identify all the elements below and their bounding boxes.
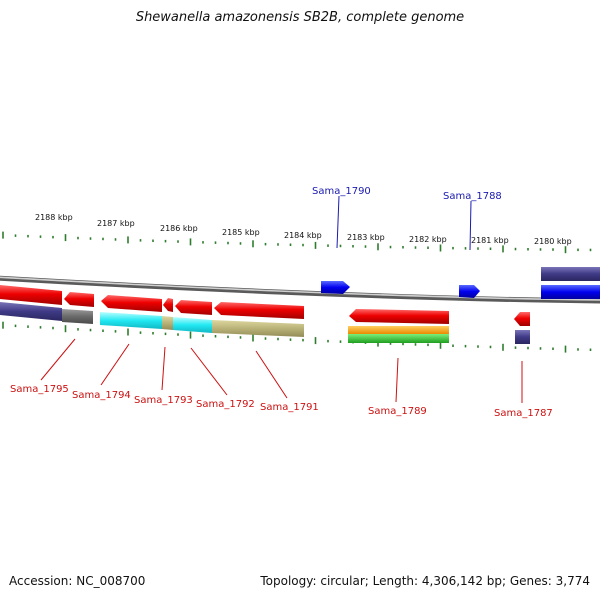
- accession-text: Accession: NC_008700: [9, 574, 146, 588]
- scale-label-2185: 2185 kbp: [222, 228, 260, 237]
- feature-navy-1787[interactable]: [515, 330, 530, 344]
- gene-label-sama-1793[interactable]: Sama_1793: [134, 395, 193, 406]
- reverse-gene-labels: Sama_1795 Sama_1794 Sama_1793 Sama_1792 …: [10, 384, 553, 419]
- gene-sama-1788-arrow[interactable]: [459, 285, 480, 298]
- gene-sama-1793-arrow[interactable]: [163, 298, 173, 312]
- scale-label-2181: 2181 kbp: [471, 236, 509, 245]
- forward-strand-features: [321, 267, 600, 299]
- gene-label-sama-1789[interactable]: Sama_1789: [368, 406, 427, 417]
- scale-label-2182: 2182 kbp: [409, 235, 447, 244]
- scale-labels: 2188 kbp 2187 kbp 2186 kbp 2185 kbp 2184…: [35, 213, 572, 246]
- scale-label-2183: 2183 kbp: [347, 233, 385, 242]
- feature-cyan-1794[interactable]: [100, 312, 162, 329]
- gene-sama-1792-arrow[interactable]: [175, 300, 212, 315]
- gene-sama-1795-arrow[interactable]: [0, 285, 62, 305]
- feature-orange-1789[interactable]: [348, 326, 449, 334]
- scale-label-2186: 2186 kbp: [160, 224, 198, 233]
- gene-label-sama-1787[interactable]: Sama_1787: [494, 408, 553, 419]
- feature-green-1789[interactable]: [348, 334, 449, 343]
- reverse-strand-features: [0, 285, 530, 344]
- gene-label-sama-1791[interactable]: Sama_1791: [260, 402, 319, 413]
- gene-label-sama-1792[interactable]: Sama_1792: [196, 399, 255, 410]
- scale-label-2188: 2188 kbp: [35, 213, 73, 222]
- gene-sama-1794-arrow[interactable]: [101, 295, 162, 312]
- gene-sama-1789-arrow[interactable]: [349, 309, 449, 324]
- gene-label-sama-1795[interactable]: Sama_1795: [10, 384, 69, 395]
- feature-navy-top-right[interactable]: [541, 267, 600, 281]
- gene-sama-1795-arrow-2[interactable]: [64, 292, 94, 307]
- scale-label-2180: 2180 kbp: [534, 237, 572, 246]
- gene-label-sama-1794[interactable]: Sama_1794: [72, 390, 131, 401]
- feature-gray-left[interactable]: [62, 309, 93, 324]
- gene-label-sama-1790[interactable]: Sama_1790: [312, 186, 371, 197]
- gene-label-sama-1788[interactable]: Sama_1788: [443, 191, 502, 202]
- map-title: Shewanella amazonensis SB2B, complete ge…: [135, 10, 465, 25]
- gene-sama-1791-arrow[interactable]: [214, 302, 304, 319]
- gene-sama-1790-arrow[interactable]: [321, 281, 350, 294]
- feature-cyan-1792[interactable]: [173, 317, 212, 333]
- feature-navy-left[interactable]: [0, 302, 62, 321]
- feature-blue-top-right[interactable]: [541, 285, 600, 299]
- gene-sama-1787-arrow[interactable]: [514, 312, 530, 326]
- inner-tick-ring: [2, 321, 592, 353]
- genome-backbone-highlight: [0, 276, 600, 301]
- forward-leader-lines: [336, 195, 472, 251]
- scale-label-2184: 2184 kbp: [284, 231, 322, 240]
- topology-text: Topology: circular; Length: 4,306,142 bp…: [260, 574, 590, 588]
- forward-gene-labels: Sama_1790 Sama_1788: [312, 186, 502, 202]
- outer-tick-ring: [2, 231, 592, 254]
- feature-khaki-1791[interactable]: [212, 320, 304, 337]
- genome-backbone: [0, 275, 600, 304]
- scale-label-2187: 2187 kbp: [97, 219, 135, 228]
- reverse-leader-lines: [40, 338, 523, 403]
- feature-khaki-1793[interactable]: [162, 316, 173, 330]
